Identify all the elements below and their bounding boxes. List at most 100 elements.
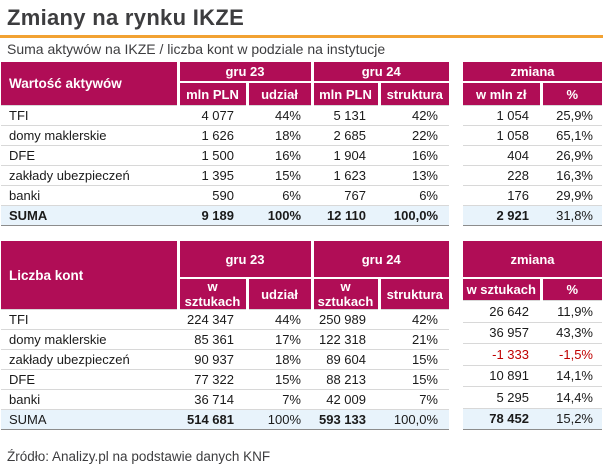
table-row: zakłady ubezpieczeń 90 937 18% 89 604 15% [1, 349, 449, 370]
sub-header-cell: struktura [377, 82, 449, 106]
change-pct-cell: 65,1% [541, 125, 602, 146]
value-cell: 77 322 [178, 369, 247, 390]
main-table-body: TFI 224 347 44% 250 989 42% domy maklerskie 85… [1, 309, 449, 430]
change-header-row: zmiana [463, 241, 602, 279]
table-row: banki 36 714 7% 42 009 7% [1, 389, 449, 410]
sum-value-cell: 100% [247, 409, 312, 430]
value-cell: 42% [379, 105, 449, 126]
row-label: domy maklerskie [1, 125, 178, 146]
change-value-cell: 1 054 [463, 105, 541, 126]
row-label: DFE [1, 145, 178, 166]
change-table-header: zmiana w sztukach% [463, 241, 602, 301]
change-value-cell: 404 [463, 145, 541, 166]
change-header: zmiana [463, 241, 602, 279]
table-row: TFI 4 077 44% 5 131 42% [1, 105, 449, 126]
value-cell: 16% [379, 145, 449, 166]
change-pct-cell: 11,9% [541, 300, 602, 323]
change-table-body: 1 054 25,9% 1 058 65,1% 404 26,9% 228 16,3% 176 2… [463, 105, 602, 226]
value-cell: 224 347 [178, 309, 247, 330]
value-cell: 36 714 [178, 389, 247, 410]
value-cell: 1 623 [312, 165, 379, 186]
change-sub-header-cell: w mln zł [463, 82, 541, 106]
value-cell: 5 131 [312, 105, 379, 126]
value-cell: 4 077 [178, 105, 247, 126]
value-cell: 122 318 [312, 329, 379, 350]
row-label: DFE [1, 369, 178, 390]
value-cell: 15% [379, 369, 449, 390]
change-row: 404 26,9% [463, 145, 602, 166]
row-label: banki [1, 389, 178, 410]
table-row: zakłady ubezpieczeń 1 395 15% 1 623 13% [1, 165, 449, 186]
change-pct-cell: 26,9% [541, 145, 602, 166]
sum-value-cell: 100% [247, 205, 312, 226]
sub-header-cell: mln PLN [310, 82, 379, 106]
table-group: Wartość aktywów gru 23 gru 24 mln PLN udz… [1, 62, 603, 226]
value-cell: 16% [247, 145, 312, 166]
row-label: zakłady ubezpieczeń [1, 165, 178, 186]
table-row: TFI 224 347 44% 250 989 42% [1, 309, 449, 330]
sub-header-cell: udział [245, 278, 312, 310]
change-row: 10 891 14,1% [463, 365, 602, 387]
table-title: Liczba kont [1, 241, 178, 310]
change-row: 36 957 43,3% [463, 322, 602, 344]
value-cell: 89 604 [312, 349, 379, 370]
sub-header-cell: w sztukach [176, 278, 247, 310]
change-pct-cell: -1,5% [541, 343, 602, 366]
change-header-row: zmiana [463, 62, 602, 83]
change-pct-cell: 29,9% [541, 185, 602, 206]
change-value-cell: 176 [463, 185, 541, 206]
sum-label: SUMA [1, 205, 178, 226]
change-sub-header-cell: % [539, 278, 602, 301]
change-sub-header-row: w mln zł% [463, 82, 602, 106]
change-sum-row: 2 921 31,8% [463, 205, 602, 226]
sub-header-row: w sztukach udział w sztukach struktura [1, 278, 449, 310]
value-cell: 90 937 [178, 349, 247, 370]
value-cell: 1 395 [178, 165, 247, 186]
change-row: 1 058 65,1% [463, 125, 602, 146]
row-label: zakłady ubezpieczeń [1, 349, 178, 370]
change-row: 228 16,3% [463, 165, 602, 186]
tables-container: Wartość aktywów gru 23 gru 24 mln PLN udz… [0, 62, 603, 430]
table-row: domy maklerskie 1 626 18% 2 685 22% [1, 125, 449, 146]
change-value-cell: 26 642 [463, 300, 541, 323]
value-cell: 6% [379, 185, 449, 206]
row-label: TFI [1, 105, 178, 126]
value-cell: 15% [247, 369, 312, 390]
value-cell: 250 989 [312, 309, 379, 330]
sub-header-cell: mln PLN [176, 82, 247, 106]
page-subtitle: Suma aktywów na IKZE / liczba kont w pod… [7, 41, 386, 57]
change-table-header: zmiana w mln zł% [463, 62, 602, 106]
sum-value-cell: 514 681 [178, 409, 247, 430]
main-data-table: Wartość aktywów gru 23 gru 24 mln PLN udz… [1, 62, 449, 226]
change-value-cell: 228 [463, 165, 541, 186]
period-header-1: gru 23 [176, 241, 312, 279]
change-row: 1 054 25,9% [463, 105, 602, 126]
change-pct-cell: 43,3% [541, 322, 602, 344]
value-cell: 6% [247, 185, 312, 206]
period-header-2: gru 24 [310, 241, 449, 279]
value-cell: 15% [247, 165, 312, 186]
sum-change-pct-cell: 31,8% [541, 205, 602, 226]
change-table-body: 26 642 11,9% 36 957 43,3% -1 333 -1,5% 10 891 1… [463, 300, 602, 430]
sum-change-value-cell: 2 921 [463, 205, 541, 226]
row-label: domy maklerskie [1, 329, 178, 350]
value-cell: 42% [379, 309, 449, 330]
change-data-table: zmiana w sztukach% 26 642 11,9% 36 957 43,3… [463, 241, 602, 430]
period-header-1: gru 23 [176, 62, 312, 83]
sum-value-cell: 9 189 [178, 205, 247, 226]
change-sum-row: 78 452 15,2% [463, 407, 602, 430]
sum-row: SUMA 514 681 100% 593 133 100,0% [1, 409, 449, 430]
sum-value-cell: 593 133 [312, 409, 379, 430]
change-data-table: zmiana w mln zł% 1 054 25,9% 1 058 65,1% 404… [463, 62, 602, 226]
source-note: Źródło: Analizy.pl na podstawie danych K… [7, 449, 271, 464]
period-header-row: Wartość aktywów gru 23 gru 24 [1, 62, 449, 106]
change-header: zmiana [463, 62, 602, 83]
change-row: 5 295 14,4% [463, 386, 602, 409]
value-cell: 590 [178, 185, 247, 206]
sub-header-cell: w sztukach [310, 278, 379, 310]
change-row: -1 333 -1,5% [463, 343, 602, 366]
sum-change-value-cell: 78 452 [463, 407, 541, 430]
change-value-cell: 1 058 [463, 125, 541, 146]
table-row: DFE 77 322 15% 88 213 15% [1, 369, 449, 390]
